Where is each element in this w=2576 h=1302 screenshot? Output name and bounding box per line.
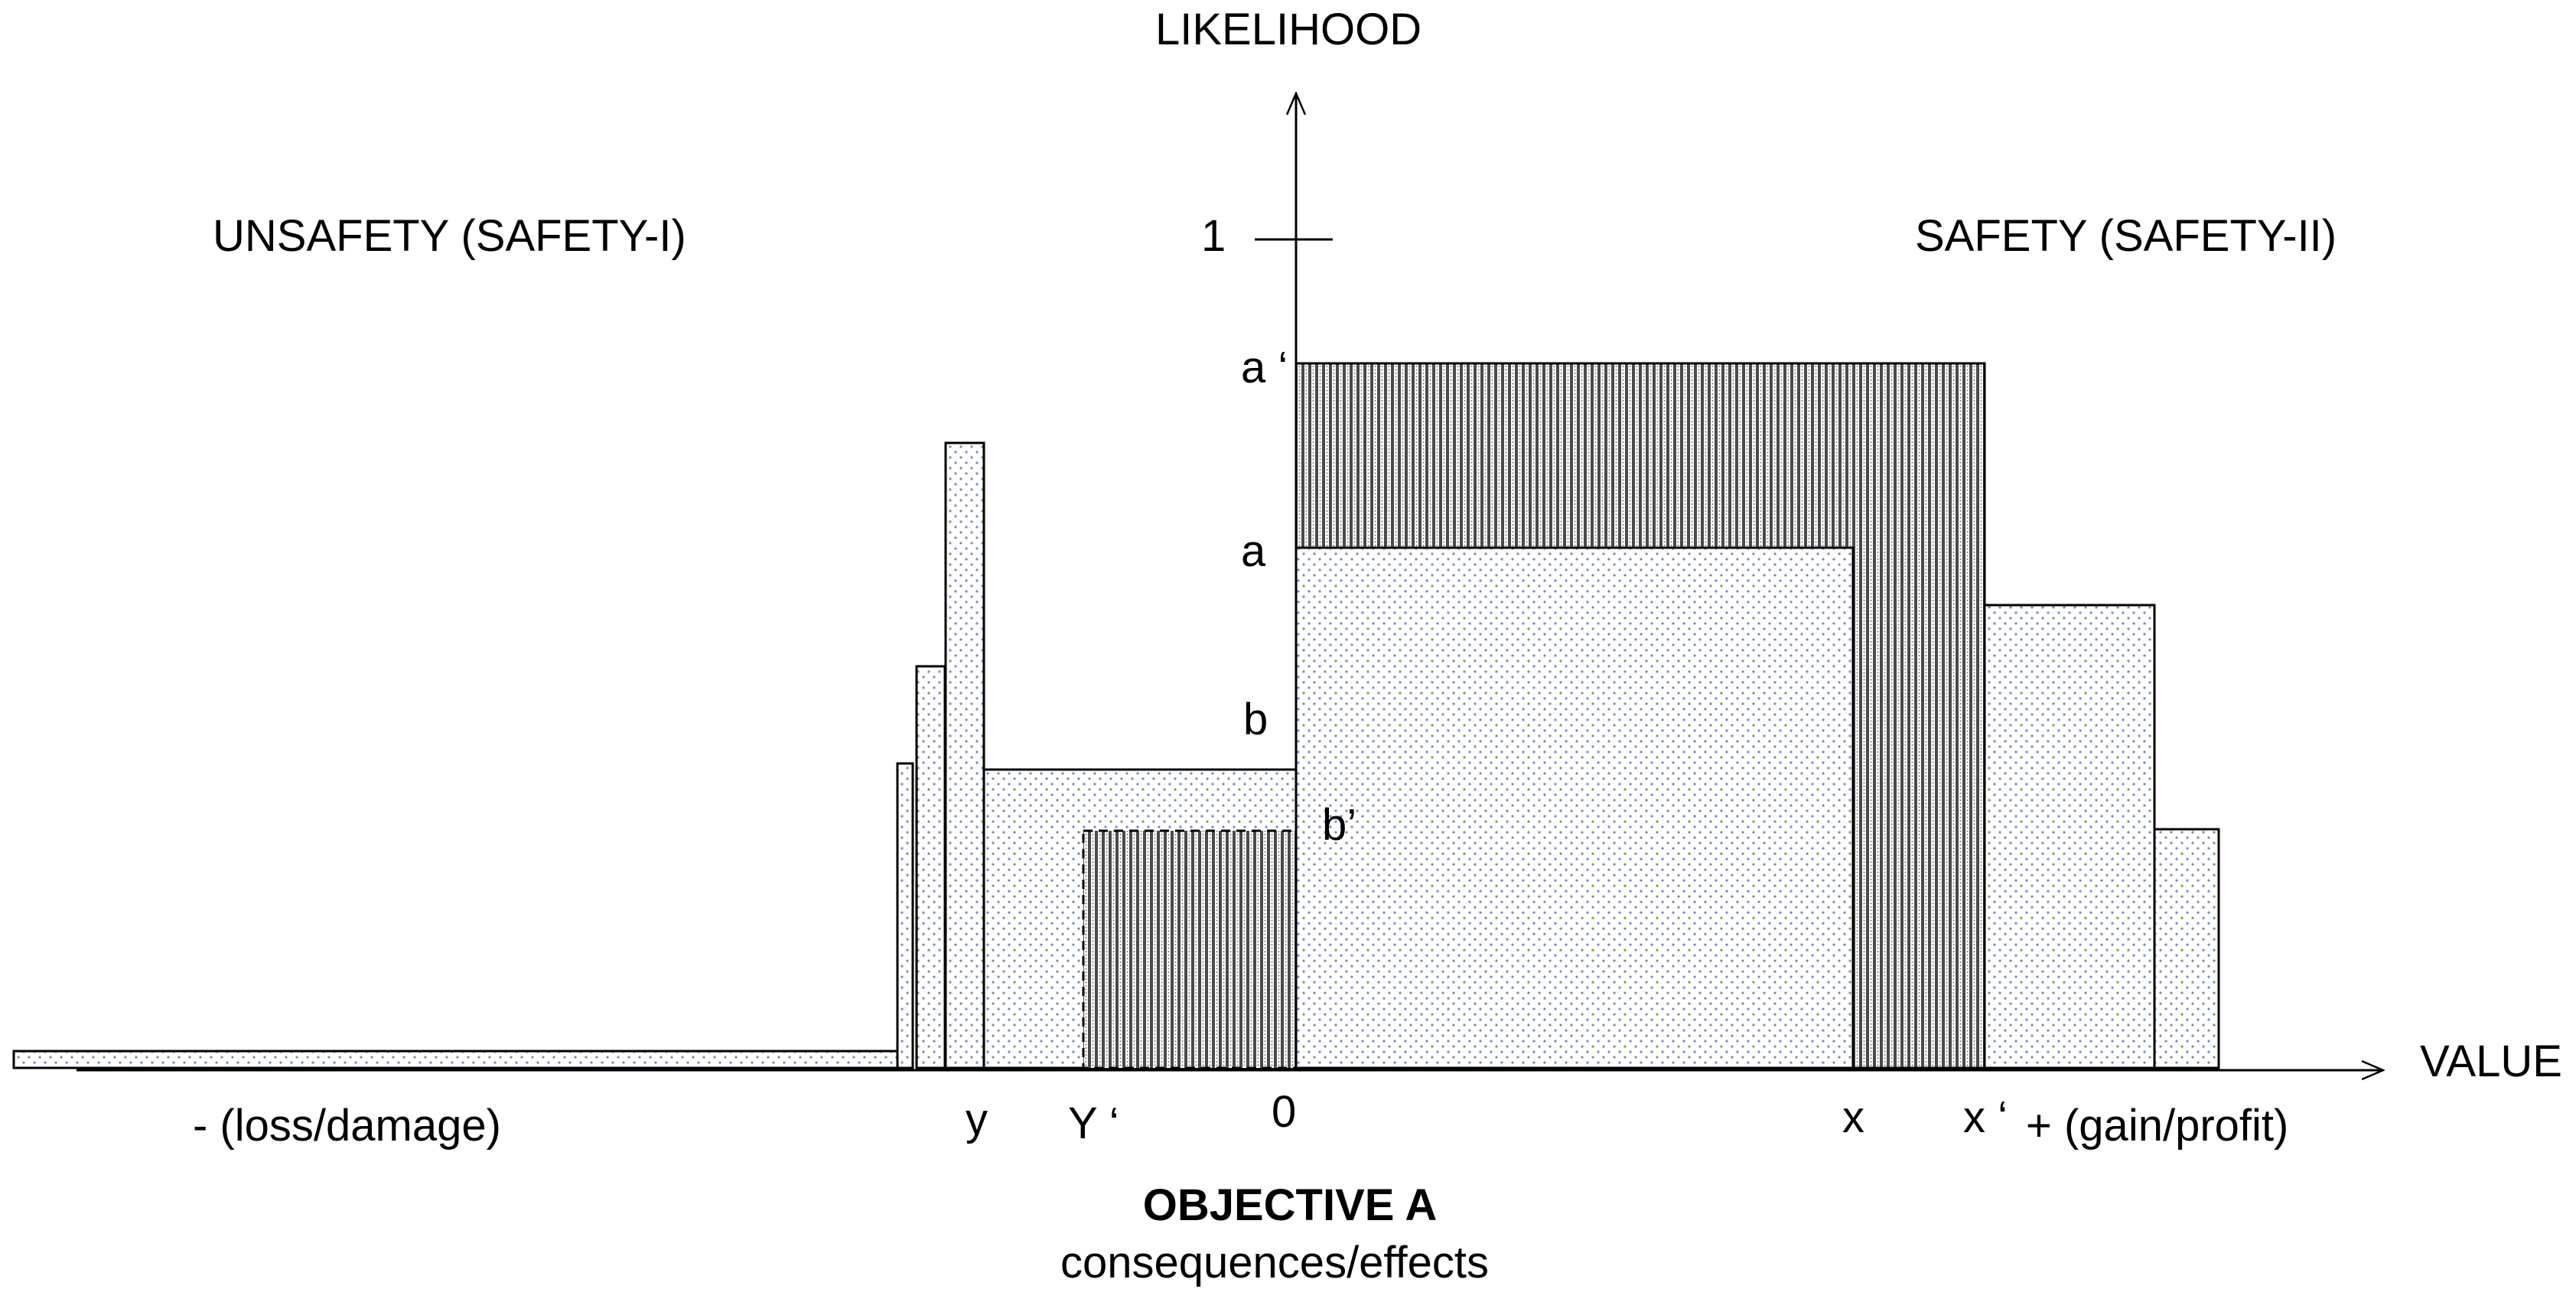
x-axis-label: VALUE	[2420, 1037, 2562, 1086]
bar-far-left	[12, 1050, 899, 1069]
bar-a-level	[1295, 546, 1855, 1069]
bar-left-small	[896, 762, 914, 1069]
positive-side-label: + (gain/profit)	[2026, 1101, 2289, 1151]
y-tick-one-label: 1	[1201, 211, 1226, 261]
safety-region-label: SAFETY (SAFETY-II)	[1915, 211, 2337, 261]
level-b-label: b	[1243, 695, 1268, 744]
bar-right-mid	[1983, 604, 2156, 1069]
level-a-label: a	[1241, 526, 1266, 576]
objective-title: OBJECTIVE A	[1142, 1180, 1438, 1230]
bar-right-small	[2153, 828, 2220, 1069]
origin-label: 0	[1272, 1087, 1297, 1137]
level-b-prime-label: b’	[1322, 800, 1357, 850]
y-axis-label: LIKELIHOOD	[1155, 5, 1422, 54]
value-y-label: y	[966, 1095, 988, 1144]
bar-b-prime-level	[1082, 829, 1298, 1069]
negative-side-label: - (loss/damage)	[193, 1101, 501, 1151]
value-y-prime-label: Y ‘	[1068, 1099, 1119, 1148]
value-x-label: x	[1842, 1092, 1864, 1142]
unsafety-region-label: UNSAFETY (SAFETY-I)	[213, 211, 686, 261]
level-a-prime-label: a ‘	[1241, 343, 1288, 392]
bar-left-mid	[915, 665, 946, 1069]
bar-left-tall	[944, 441, 985, 1069]
value-x-prime-label: x ‘	[1963, 1092, 2008, 1142]
objective-subtitle: consequences/effects	[1060, 1238, 1489, 1287]
